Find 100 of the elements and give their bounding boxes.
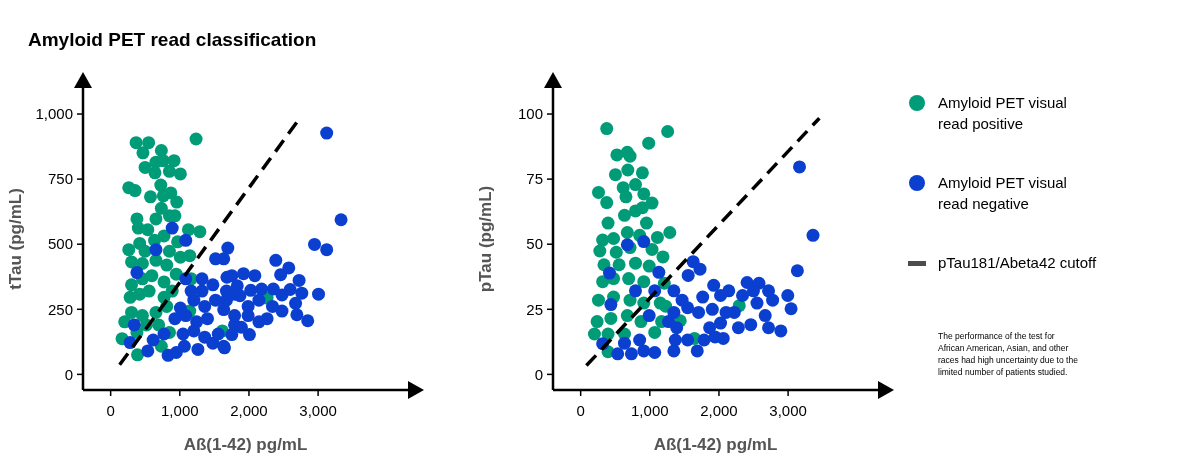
point — [806, 228, 820, 242]
point — [618, 208, 631, 222]
x-axis-title: Aß(1-42) pg/mL — [653, 435, 778, 454]
point — [611, 347, 625, 361]
point — [714, 289, 728, 302]
point — [707, 278, 721, 292]
point — [663, 225, 677, 239]
point — [629, 178, 642, 192]
point — [656, 250, 670, 264]
point — [746, 284, 760, 298]
point — [635, 201, 649, 215]
y-axis-title: tTau (pg/mL) — [6, 188, 25, 290]
point — [781, 289, 795, 302]
point — [675, 293, 689, 307]
point — [697, 333, 711, 347]
point — [716, 331, 730, 345]
point — [750, 296, 764, 310]
point — [607, 231, 621, 245]
x-tick-label: 2,000 — [700, 402, 738, 419]
chart-title: Amyloid PET read classification — [28, 29, 317, 50]
point — [621, 163, 635, 177]
point — [793, 160, 807, 174]
y-tick-label: 1,000 — [35, 105, 73, 123]
point — [670, 321, 684, 335]
point — [609, 245, 623, 259]
x-tick-label: 0 — [576, 402, 585, 419]
point — [604, 311, 618, 325]
x-tick-label: 3,000 — [299, 402, 337, 419]
point — [758, 309, 772, 323]
y-tick-label: 0 — [534, 365, 543, 383]
point — [629, 256, 642, 270]
point — [650, 230, 664, 244]
point — [620, 225, 634, 239]
point — [639, 216, 653, 230]
point — [600, 122, 614, 136]
point — [661, 124, 675, 138]
point — [648, 325, 662, 339]
y-tick-label: 0 — [64, 365, 73, 383]
point — [762, 321, 776, 335]
point — [667, 344, 681, 358]
point — [731, 321, 745, 335]
point — [667, 305, 681, 319]
point — [629, 284, 642, 298]
point — [592, 185, 605, 199]
point — [593, 244, 607, 258]
point — [692, 305, 706, 319]
point — [784, 302, 798, 316]
x-tick-label: 1,000 — [631, 402, 669, 419]
point — [601, 216, 615, 230]
point — [612, 258, 626, 272]
point — [790, 264, 804, 278]
y-tick-label: 250 — [47, 300, 73, 318]
y-tick-label: 750 — [47, 170, 73, 188]
point — [652, 265, 666, 279]
text: The performance of the test for African American, Asian, and other races had high uncertainty due to the limited number of patients studied. — [938, 331, 1079, 377]
legend-label: Amyloid PET visual read positive — [938, 94, 1067, 132]
point — [604, 298, 618, 312]
y-axis-title: pTau (pg/mL) — [476, 185, 495, 293]
point — [681, 268, 695, 282]
point — [637, 235, 651, 249]
x-tick-label: 1,000 — [161, 402, 199, 419]
point — [590, 315, 604, 329]
point — [668, 333, 682, 347]
point — [637, 275, 651, 289]
y-tick-label: 500 — [47, 235, 73, 253]
point — [624, 347, 638, 361]
y-tick-label: 75 — [526, 170, 543, 188]
point — [637, 187, 651, 201]
legend-label: Amyloid PET visual read negative — [938, 174, 1067, 212]
point — [667, 284, 681, 298]
point — [744, 318, 758, 332]
legend-label: pTau181/Abeta42 cutoff — [938, 254, 1098, 271]
point — [618, 336, 631, 350]
point — [762, 284, 776, 298]
point — [736, 289, 750, 302]
point — [719, 305, 733, 319]
point — [705, 302, 719, 316]
point — [642, 259, 656, 273]
point — [690, 344, 704, 358]
point — [645, 242, 659, 256]
point — [608, 168, 622, 182]
point — [681, 333, 695, 347]
y-tick-label: 100 — [517, 105, 543, 123]
point — [642, 136, 656, 150]
point — [635, 166, 649, 180]
point — [686, 255, 700, 269]
point — [642, 309, 656, 323]
point — [600, 196, 614, 210]
point — [703, 321, 717, 335]
point — [622, 272, 636, 286]
point — [623, 149, 637, 163]
point — [774, 324, 788, 338]
y-tick-label: 50 — [526, 235, 543, 253]
x-axis-title: Aß(1-42) pg/mL — [183, 435, 308, 454]
point — [587, 327, 601, 341]
x-tick-label: 3,000 — [769, 402, 807, 419]
point — [633, 333, 647, 347]
x-tick-label: 0 — [106, 402, 115, 419]
point — [620, 309, 634, 323]
y-tick-label: 25 — [526, 300, 543, 318]
